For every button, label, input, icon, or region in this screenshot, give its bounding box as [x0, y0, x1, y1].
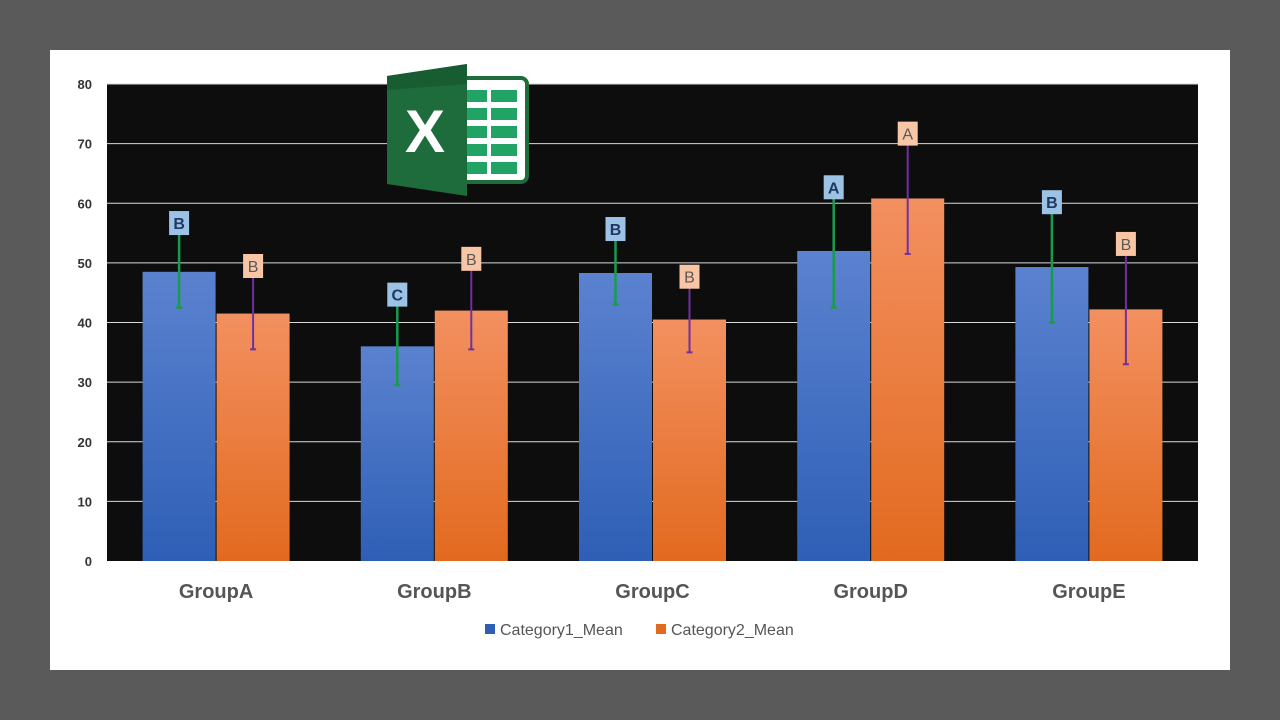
legend-swatch — [485, 624, 495, 634]
significance-label: C — [387, 282, 408, 307]
bar-Category2_Mean-GroupD — [871, 198, 945, 562]
significance-text: B — [1046, 195, 1058, 212]
significance-label: B — [605, 217, 626, 242]
category-label: GroupC — [615, 581, 689, 603]
significance-text: B — [610, 222, 622, 239]
significance-label: B — [243, 253, 264, 278]
y-tick-label: 80 — [78, 77, 92, 92]
y-tick-label: 30 — [78, 375, 92, 390]
bar-Category1_Mean-GroupA — [142, 271, 216, 561]
y-tick-label: 0 — [85, 554, 92, 569]
category-label: GroupB — [397, 581, 471, 603]
significance-text: B — [684, 270, 695, 287]
significance-label: B — [1115, 231, 1136, 256]
y-tick-label: 60 — [78, 196, 92, 211]
bar-Category2_Mean-GroupA — [216, 313, 290, 561]
significance-label: B — [1041, 190, 1062, 215]
significance-text: B — [173, 216, 185, 233]
bar-Category2_Mean-GroupC — [653, 319, 726, 561]
significance-label: A — [823, 175, 844, 200]
legend-item: Category1_Mean — [485, 622, 623, 639]
category-label: GroupE — [1052, 581, 1125, 603]
category-label: GroupD — [833, 581, 907, 603]
significance-text: B — [466, 252, 477, 269]
significance-text: A — [828, 180, 840, 197]
legend: Category1_Mean Category2_Mean — [485, 622, 794, 639]
y-tick-label: 40 — [78, 316, 92, 331]
significance-labels: B B C B B B A A B B — [169, 121, 1136, 307]
significance-text: B — [248, 259, 259, 276]
significance-label: A — [897, 121, 918, 146]
y-tick-label: 10 — [78, 494, 92, 509]
legend-label: Category2_Mean — [671, 622, 794, 639]
significance-text: C — [392, 288, 404, 305]
y-tick-label: 70 — [78, 137, 92, 152]
significance-label: B — [679, 264, 700, 289]
legend-swatch — [656, 624, 666, 634]
significance-label: B — [169, 211, 190, 236]
y-tick-label: 20 — [78, 435, 92, 450]
excel-logo-letter: X — [405, 98, 445, 165]
bar-Category1_Mean-GroupC — [579, 273, 652, 561]
significance-text: B — [1121, 237, 1132, 254]
significance-label: B — [461, 246, 482, 271]
category-label: GroupA — [179, 581, 253, 603]
y-tick-label: 50 — [78, 256, 92, 271]
x-axis-categories: GroupA GroupB GroupC GroupD GroupE — [179, 581, 1126, 603]
legend-item: Category2_Mean — [656, 622, 794, 639]
significance-text: A — [902, 127, 913, 144]
y-axis-ticks: 0 10 20 30 40 50 60 70 80 — [78, 77, 92, 569]
excel-logo-icon: X — [387, 64, 529, 196]
bars — [142, 198, 1163, 562]
bar-Category2_Mean-GroupB — [434, 310, 508, 561]
legend-label: Category1_Mean — [500, 622, 623, 639]
